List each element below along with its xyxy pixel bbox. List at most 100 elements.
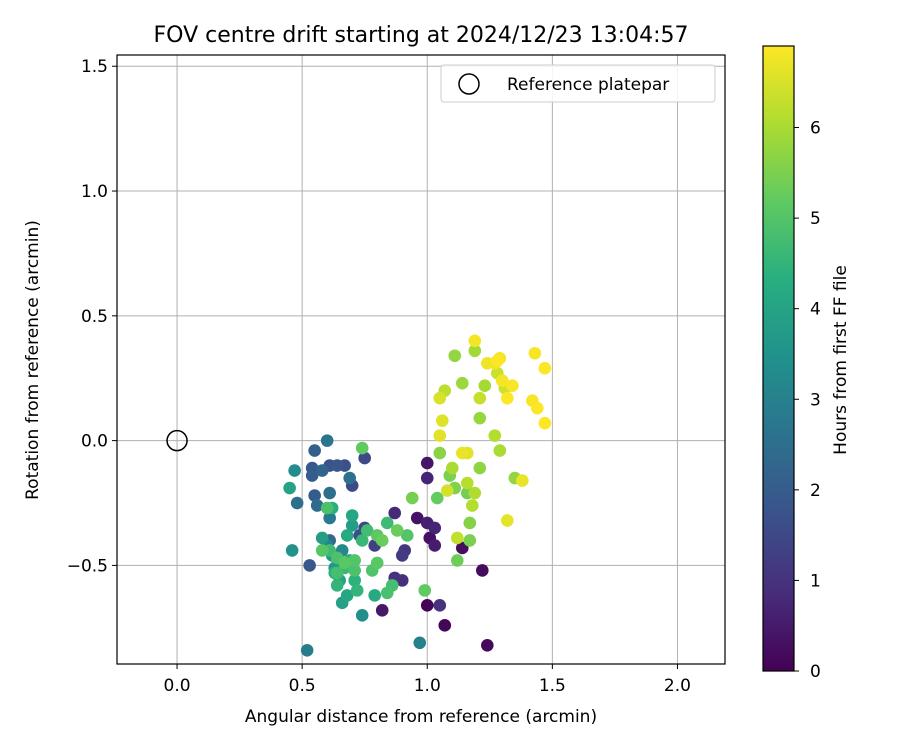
data-point <box>433 599 447 612</box>
data-point <box>455 446 469 460</box>
data-point <box>430 491 444 505</box>
data-point <box>358 451 372 465</box>
data-point <box>315 531 329 545</box>
data-point <box>338 556 351 570</box>
data-point <box>315 544 329 557</box>
data-point <box>395 549 409 562</box>
data-point <box>538 416 552 430</box>
colorbar-gradient <box>762 45 795 672</box>
data-point <box>468 334 482 348</box>
data-point <box>450 554 464 567</box>
data-point <box>420 456 434 470</box>
colorbar-tick-label: 4 <box>810 300 821 320</box>
colorbar-tick-label: 3 <box>810 390 821 410</box>
data-point <box>375 534 389 547</box>
data-point <box>501 391 514 405</box>
colorbar-tick-label: 1 <box>810 571 821 591</box>
data-point <box>433 391 447 405</box>
data-point <box>323 511 336 525</box>
data-point <box>468 344 482 358</box>
data-point <box>506 379 519 393</box>
data-point <box>420 471 434 485</box>
data-point <box>438 619 452 632</box>
data-point <box>445 461 459 475</box>
legend: Reference platepar <box>440 64 716 103</box>
data-point <box>340 529 354 542</box>
data-point <box>345 509 359 522</box>
data-point <box>380 586 394 600</box>
data-point <box>320 501 334 515</box>
legend-marker-icon <box>458 73 480 95</box>
data-point <box>355 441 369 455</box>
data-point <box>400 529 414 542</box>
y-tick-label: 0.0 <box>81 432 108 452</box>
plot-frame <box>116 54 726 665</box>
colorbar-tick-label: 2 <box>810 481 821 501</box>
data-point <box>300 643 314 657</box>
data-point <box>491 354 504 368</box>
data-point <box>478 379 492 393</box>
scatter-points <box>283 334 552 657</box>
data-point <box>323 486 336 500</box>
data-point <box>476 564 489 577</box>
data-point <box>340 589 354 602</box>
data-point <box>305 469 319 482</box>
data-point <box>531 401 544 415</box>
data-point <box>428 539 442 552</box>
data-point <box>496 374 509 388</box>
data-point <box>501 514 514 527</box>
data-point <box>455 376 469 390</box>
data-point <box>330 459 344 472</box>
data-point <box>433 446 447 460</box>
data-point <box>380 516 394 530</box>
x-axis-ticks: 0.0 0.5 1.0 1.5 2.0 <box>164 664 691 696</box>
data-point <box>420 599 434 612</box>
data-point <box>488 429 502 442</box>
colorbar-tick-label: 6 <box>810 119 821 139</box>
x-tick-label: 1.0 <box>414 676 441 696</box>
data-point <box>390 524 404 537</box>
data-point <box>388 506 402 520</box>
data-point <box>345 519 359 532</box>
x-tick-label: 1.5 <box>539 676 566 696</box>
data-point <box>368 589 382 602</box>
data-point <box>413 636 427 650</box>
data-point <box>468 486 482 500</box>
legend-box <box>440 64 716 103</box>
y-tick-label: 1.5 <box>81 57 108 77</box>
y-tick-label: 0.5 <box>81 307 108 327</box>
colorbar: 0 1 2 3 4 5 6 Hours from first FF file <box>762 45 851 682</box>
reference-platepar-marker <box>166 429 188 452</box>
colorbar-ticks: 0 1 2 3 4 5 6 <box>794 119 821 682</box>
x-gridlines <box>176 55 678 664</box>
data-point <box>433 429 447 442</box>
data-point <box>310 499 324 512</box>
data-point <box>450 531 464 545</box>
data-point <box>473 391 487 405</box>
y-tick-label: −0.5 <box>67 556 108 576</box>
data-point <box>516 474 529 487</box>
data-point <box>290 496 304 510</box>
data-point <box>308 489 321 502</box>
y-axis-ticks: −0.5 0.0 0.5 1.0 1.5 <box>67 57 117 576</box>
x-tick-label: 0.0 <box>164 676 191 696</box>
data-point <box>355 534 369 547</box>
data-point <box>435 414 449 427</box>
data-point <box>360 524 374 537</box>
data-point <box>348 554 361 567</box>
data-point <box>285 544 299 557</box>
data-point <box>493 444 507 457</box>
y-tick-label: 1.0 <box>81 182 108 202</box>
data-point <box>481 638 494 652</box>
data-point <box>375 604 389 617</box>
data-point <box>460 476 474 490</box>
data-point <box>463 534 477 547</box>
data-point <box>343 471 356 485</box>
data-point <box>463 516 477 530</box>
y-gridlines <box>117 65 725 566</box>
data-point <box>473 411 487 425</box>
data-point <box>448 349 462 363</box>
data-point <box>283 481 296 495</box>
data-point <box>330 566 344 580</box>
